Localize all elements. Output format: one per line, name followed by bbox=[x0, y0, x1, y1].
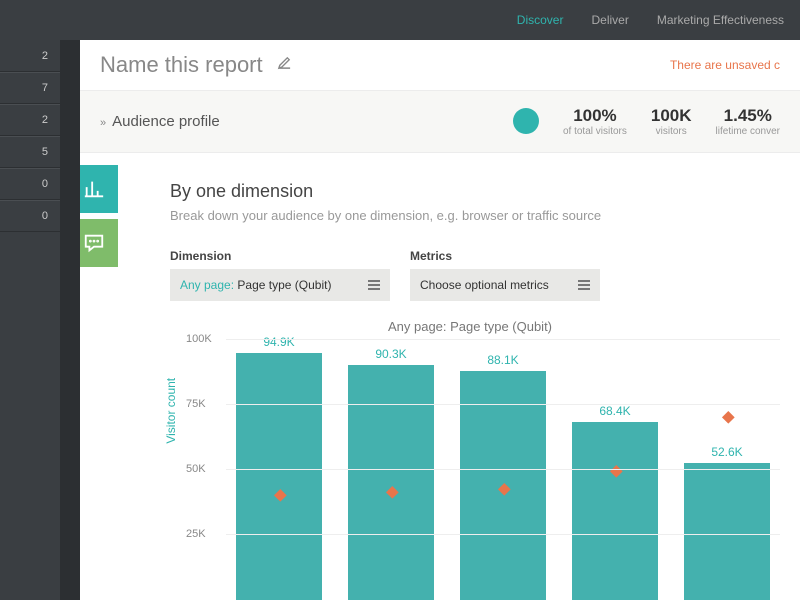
bar[interactable]: 94.9K bbox=[236, 335, 322, 600]
sidebar-count[interactable]: 5 bbox=[0, 136, 60, 168]
audience-profile-bar: »Audience profile 100%of total visitors 1… bbox=[80, 90, 800, 153]
profile-stat: 100Kvisitors bbox=[651, 106, 692, 137]
sidebar-count[interactable]: 0 bbox=[0, 200, 60, 232]
bar[interactable]: 90.3K bbox=[348, 347, 434, 600]
chart-tab[interactable] bbox=[80, 165, 118, 213]
profile-stat: 100%of total visitors bbox=[563, 106, 627, 137]
unsaved-warning: There are unsaved c bbox=[670, 58, 780, 72]
y-axis-label: Visitor count bbox=[164, 378, 178, 444]
dimension-picker[interactable]: Any page: Page type (Qubit) bbox=[170, 269, 390, 301]
sidebar-count[interactable]: 0 bbox=[0, 168, 60, 200]
nav-item[interactable]: Deliver bbox=[591, 13, 628, 27]
marker bbox=[722, 411, 735, 424]
sidebar-count[interactable]: 2 bbox=[0, 104, 60, 136]
nav-item[interactable]: Marketing Effectiveness bbox=[657, 13, 784, 27]
report-title[interactable]: Name this report bbox=[100, 52, 263, 78]
comment-icon bbox=[83, 232, 105, 254]
comments-tab[interactable] bbox=[80, 219, 118, 267]
profile-color-dot bbox=[513, 108, 539, 134]
metrics-label: Metrics bbox=[410, 249, 600, 263]
list-icon bbox=[578, 280, 590, 290]
left-sidebar: 272500 bbox=[0, 40, 60, 600]
sidebar-count[interactable]: 2 bbox=[0, 40, 60, 72]
bar[interactable]: 88.1K bbox=[460, 353, 546, 600]
bar-chart-icon bbox=[83, 178, 105, 200]
dimension-label: Dimension bbox=[170, 249, 390, 263]
gridline: 25K bbox=[226, 534, 780, 535]
gridline: 75K bbox=[226, 404, 780, 405]
metrics-picker[interactable]: Choose optional metrics bbox=[410, 269, 600, 301]
top-nav: Discover Deliver Marketing Effectiveness bbox=[0, 0, 800, 40]
section-sub: Break down your audience by one dimensio… bbox=[170, 208, 780, 223]
list-icon bbox=[368, 280, 380, 290]
edit-title-icon[interactable] bbox=[277, 55, 292, 75]
section-heading: By one dimension bbox=[170, 181, 780, 202]
sidebar-count[interactable]: 7 bbox=[0, 72, 60, 104]
bar[interactable]: 68.4K bbox=[572, 404, 658, 600]
gridline: 50K bbox=[226, 469, 780, 470]
profile-toggle[interactable]: »Audience profile bbox=[100, 113, 220, 130]
profile-stat: 1.45%lifetime conver bbox=[716, 106, 780, 137]
sidebar-gutter bbox=[60, 40, 80, 600]
nav-item[interactable]: Discover bbox=[517, 13, 564, 27]
gridline: 100K bbox=[226, 339, 780, 340]
